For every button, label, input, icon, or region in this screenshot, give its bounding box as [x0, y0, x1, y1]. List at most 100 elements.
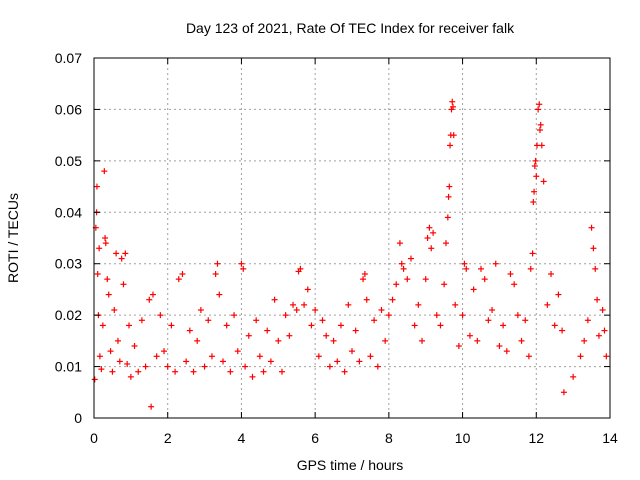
data-point-0-20 — [116, 358, 123, 365]
data-point-0-180 — [595, 332, 602, 339]
data-point-0-82 — [319, 317, 326, 324]
data-point-0-110 — [415, 301, 422, 308]
data-point-0-80 — [312, 307, 319, 313]
data-point-0-12 — [102, 240, 109, 247]
data-point-0-44 — [190, 368, 197, 375]
data-point-0-86 — [334, 358, 341, 365]
data-point-0-138 — [478, 265, 484, 272]
data-point-0-103 — [393, 281, 400, 288]
data-point-0-72 — [286, 332, 293, 339]
data-point-0-150 — [522, 317, 529, 324]
data-point-0-39 — [172, 368, 179, 375]
data-point-0-98 — [374, 363, 381, 370]
data-point-0-137 — [474, 337, 481, 344]
data-point-0-56 — [231, 312, 238, 319]
data-point-0-167 — [548, 271, 555, 277]
data-point-0-147 — [511, 281, 518, 288]
data-point-0-17 — [111, 307, 118, 313]
y-axis-label: ROTI / TECUs — [5, 193, 21, 283]
x-tick-label-4: 8 — [385, 430, 393, 446]
data-point-0-7 — [96, 353, 103, 360]
data-point-0-152 — [527, 265, 534, 272]
data-point-0-181 — [599, 307, 606, 313]
data-point-0-78 — [304, 286, 311, 293]
data-point-0-101 — [385, 312, 392, 319]
data-point-0-136 — [470, 286, 477, 293]
data-point-0-77 — [301, 301, 308, 308]
data-point-0-154 — [530, 199, 537, 205]
data-point-0-66 — [264, 327, 271, 334]
data-point-0-28 — [135, 368, 142, 375]
data-point-0-10 — [101, 168, 108, 175]
y-tick-label-7: 0.07 — [55, 50, 82, 66]
data-point-0-151 — [525, 353, 532, 360]
data-point-0-50 — [212, 271, 219, 277]
data-point-0-166 — [544, 301, 551, 308]
data-point-0-100 — [382, 337, 389, 344]
data-point-0-65 — [260, 368, 267, 375]
data-point-0-145 — [503, 348, 510, 355]
data-point-0-165 — [540, 178, 547, 185]
data-point-0-9 — [99, 322, 106, 329]
data-point-0-76 — [297, 265, 304, 272]
data-point-0-108 — [407, 255, 414, 262]
data-point-0-51 — [214, 260, 221, 267]
data-point-0-83 — [323, 332, 330, 339]
data-point-0-64 — [256, 353, 263, 360]
data-point-0-162 — [536, 127, 543, 133]
data-point-0-94 — [361, 271, 368, 277]
data-point-0-32 — [148, 403, 155, 410]
data-point-0-69 — [275, 337, 282, 344]
data-point-0-8 — [98, 366, 105, 373]
data-point-0-120 — [442, 240, 449, 247]
data-point-0-164 — [538, 142, 545, 149]
data-point-0-42 — [183, 358, 190, 365]
data-points-layer — [91, 98, 610, 410]
data-point-0-90 — [349, 348, 355, 355]
data-point-0-67 — [267, 358, 274, 365]
data-point-0-85 — [330, 337, 337, 344]
data-point-0-89 — [345, 301, 352, 308]
data-point-0-160 — [535, 106, 542, 113]
data-point-0-68 — [271, 296, 278, 303]
data-point-0-31 — [146, 296, 153, 303]
data-point-0-18 — [113, 250, 120, 257]
data-point-0-144 — [500, 322, 507, 329]
data-point-0-172 — [570, 373, 577, 380]
data-point-0-49 — [208, 353, 215, 360]
data-point-0-141 — [489, 307, 496, 313]
data-point-0-19 — [114, 337, 121, 344]
data-point-0-148 — [514, 312, 521, 319]
data-point-0-11 — [102, 235, 109, 241]
data-point-0-116 — [430, 229, 437, 236]
data-point-0-84 — [326, 363, 333, 370]
y-tick-label-6: 0.06 — [55, 101, 82, 117]
data-point-0-59 — [240, 265, 247, 272]
data-point-0-139 — [481, 276, 488, 283]
data-point-0-81 — [315, 353, 322, 360]
data-point-0-27 — [131, 343, 138, 349]
data-point-0-175 — [584, 317, 591, 324]
data-point-0-88 — [341, 368, 348, 375]
data-point-0-158 — [533, 173, 540, 180]
data-point-0-155 — [531, 188, 538, 195]
data-point-0-161 — [536, 101, 543, 108]
data-point-0-33 — [149, 291, 156, 298]
data-point-0-106 — [400, 265, 407, 272]
data-point-0-128 — [449, 103, 456, 110]
data-point-0-26 — [127, 373, 134, 380]
data-point-0-119 — [441, 281, 448, 288]
data-point-0-45 — [194, 337, 201, 344]
data-point-0-23 — [122, 250, 129, 257]
x-tick-label-3: 6 — [311, 430, 319, 446]
data-point-0-70 — [278, 368, 285, 375]
data-point-0-15 — [107, 348, 114, 355]
data-point-0-176 — [588, 224, 595, 231]
y-tick-label-4: 0.04 — [55, 204, 82, 220]
data-point-0-71 — [282, 312, 289, 319]
data-point-0-34 — [153, 353, 160, 360]
data-point-0-47 — [201, 363, 208, 370]
data-point-0-54 — [223, 322, 230, 329]
data-point-0-35 — [157, 312, 164, 319]
data-point-0-124 — [447, 142, 454, 149]
